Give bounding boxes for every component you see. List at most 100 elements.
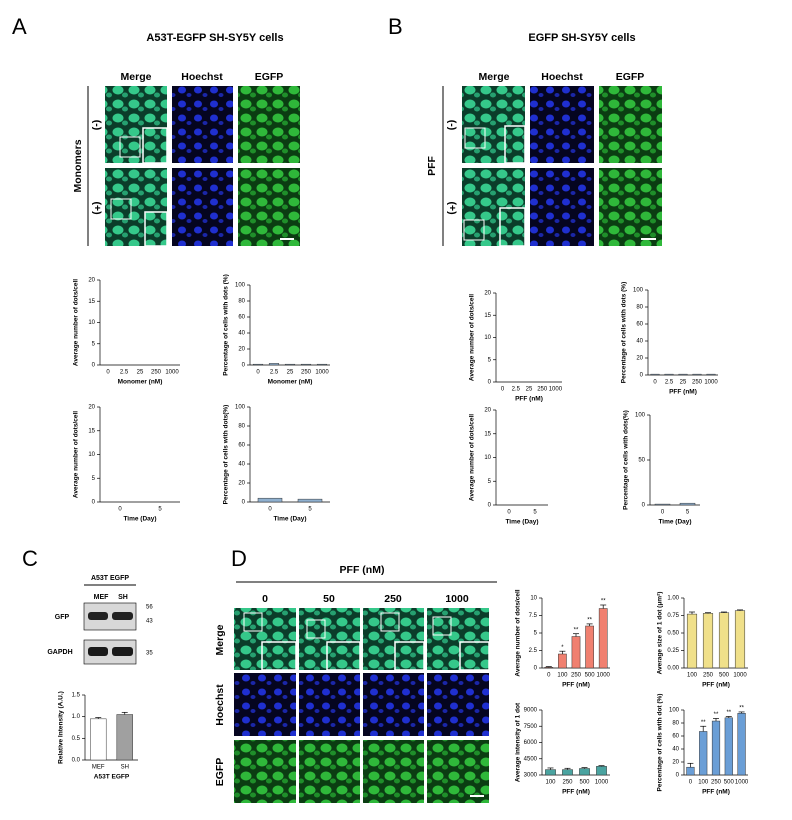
x-tick-label: 2.5 bbox=[270, 370, 279, 376]
x-axis-label: PFF (nM) bbox=[669, 389, 697, 396]
x-axis-label: A53T EGFP bbox=[94, 774, 130, 781]
bar bbox=[284, 363, 296, 366]
y-tick-label: 40 bbox=[238, 331, 245, 337]
y-tick-label: 0 bbox=[488, 503, 492, 509]
y-tick-label: 5 bbox=[488, 357, 492, 363]
column-header: Merge bbox=[479, 71, 510, 83]
x-tick-label: 5 bbox=[686, 510, 690, 516]
y-tick-label: 15 bbox=[484, 313, 491, 319]
x-tick-label: 250 bbox=[703, 673, 714, 679]
y-axis-label: Average intensity of 1 dot bbox=[515, 702, 522, 782]
x-tick-label: 5 bbox=[158, 507, 162, 513]
x-tick-label: 250 bbox=[571, 673, 582, 679]
panel-header: PFF (nM) bbox=[340, 564, 385, 576]
column-header: 1000 bbox=[445, 593, 469, 605]
column-header: Merge bbox=[121, 71, 152, 83]
bar bbox=[737, 713, 746, 776]
row-label: (-) bbox=[91, 120, 103, 131]
x-tick-label: 25 bbox=[287, 370, 294, 376]
y-tick-label: 7500 bbox=[524, 724, 538, 730]
bar bbox=[316, 363, 328, 366]
y-tick-label: 100 bbox=[633, 288, 644, 294]
y-axis-label: Relative Intensity (A.U.) bbox=[58, 691, 65, 764]
y-tick-label: 15 bbox=[484, 431, 491, 437]
x-tick-label: 100 bbox=[545, 780, 556, 786]
row-group: PFF bbox=[426, 156, 438, 176]
x-tick-label: 250 bbox=[692, 380, 703, 386]
x-tick-label: 25 bbox=[137, 370, 144, 376]
x-tick-label: 1000 bbox=[315, 370, 329, 376]
x-tick-label: 500 bbox=[585, 673, 596, 679]
x-tick-label: 5 bbox=[308, 507, 312, 513]
panel-title: EGFP SH-SY5Y cells bbox=[528, 32, 635, 44]
x-tick-label: SH bbox=[121, 765, 129, 771]
y-axis-label: Average number of dots/cell bbox=[469, 414, 476, 501]
y-axis-label: Average number of dots/cell bbox=[73, 279, 80, 366]
x-tick-label: 0 bbox=[689, 780, 693, 786]
x-axis-label: Time (Day) bbox=[658, 519, 691, 526]
bar bbox=[257, 497, 283, 503]
y-tick-label: 1.0 bbox=[72, 714, 81, 720]
y-tick-label: 10 bbox=[88, 452, 95, 458]
x-tick-label: 250 bbox=[711, 780, 722, 786]
significance: ** bbox=[574, 627, 579, 633]
y-tick-label: 100 bbox=[235, 283, 246, 289]
y-tick-label: 4500 bbox=[524, 756, 538, 762]
x-tick-label: 0 bbox=[501, 387, 505, 393]
y-tick-label: 20 bbox=[672, 760, 679, 766]
x-tick-label: 250 bbox=[562, 780, 573, 786]
bar bbox=[734, 610, 746, 669]
y-tick-label: 5 bbox=[488, 479, 492, 485]
x-tick-label: 1000 bbox=[165, 370, 179, 376]
x-axis-label: PFF (nM) bbox=[562, 789, 590, 796]
x-tick-label: 25 bbox=[526, 387, 533, 393]
y-tick-label: 0.5 bbox=[72, 736, 81, 742]
row-label: (+) bbox=[91, 201, 103, 214]
y-tick-label: 20 bbox=[636, 356, 643, 362]
y-axis-label: Average number of dots/cell bbox=[469, 294, 476, 381]
y-tick-label: 50 bbox=[638, 458, 645, 464]
x-tick-label: MEF bbox=[92, 765, 105, 771]
y-tick-label: 80 bbox=[636, 305, 643, 311]
marker-label: 56 bbox=[146, 605, 153, 611]
y-tick-label: 80 bbox=[672, 721, 679, 727]
x-tick-label: 0 bbox=[268, 507, 272, 513]
x-tick-label: 500 bbox=[579, 780, 590, 786]
y-tick-label: 15 bbox=[88, 299, 95, 305]
y-tick-label: 3000 bbox=[524, 773, 538, 779]
bar bbox=[252, 363, 264, 366]
bar bbox=[724, 717, 733, 776]
band-label: GFP bbox=[55, 614, 70, 621]
row-label: (+) bbox=[446, 201, 458, 214]
y-axis-label: Average size of 1 dot (μm²) bbox=[657, 592, 664, 675]
x-tick-label: 1000 bbox=[549, 387, 563, 393]
panel-letter: A bbox=[12, 14, 27, 39]
bar bbox=[90, 718, 107, 761]
y-tick-label: 80 bbox=[238, 299, 245, 305]
y-tick-label: 0 bbox=[640, 373, 644, 379]
y-tick-label: 0 bbox=[92, 500, 96, 506]
x-axis-label: Monomer (nM) bbox=[268, 379, 313, 386]
x-tick-label: 0 bbox=[547, 673, 551, 679]
y-tick-label: 20 bbox=[88, 405, 95, 411]
bar bbox=[596, 766, 607, 776]
y-tick-label: 60 bbox=[672, 734, 679, 740]
x-axis-label: PFF (nM) bbox=[515, 396, 543, 403]
y-tick-label: 0 bbox=[242, 363, 246, 369]
y-tick-label: 40 bbox=[238, 462, 245, 468]
column-header: Hoechst bbox=[181, 71, 223, 83]
bar bbox=[585, 625, 594, 669]
y-axis-label: Average number of dots/cell bbox=[73, 411, 80, 498]
x-axis-label: Monomer (nM) bbox=[118, 379, 163, 386]
y-tick-label: 0 bbox=[242, 500, 246, 506]
significance: ** bbox=[601, 599, 606, 605]
x-tick-label: 250 bbox=[151, 370, 162, 376]
y-tick-label: 5 bbox=[534, 631, 538, 637]
y-tick-label: 0.75 bbox=[667, 613, 679, 619]
x-tick-label: 1000 bbox=[595, 780, 609, 786]
y-tick-label: 100 bbox=[635, 413, 646, 419]
y-tick-label: 6000 bbox=[524, 740, 538, 746]
x-axis-label: Time (Day) bbox=[505, 519, 538, 526]
